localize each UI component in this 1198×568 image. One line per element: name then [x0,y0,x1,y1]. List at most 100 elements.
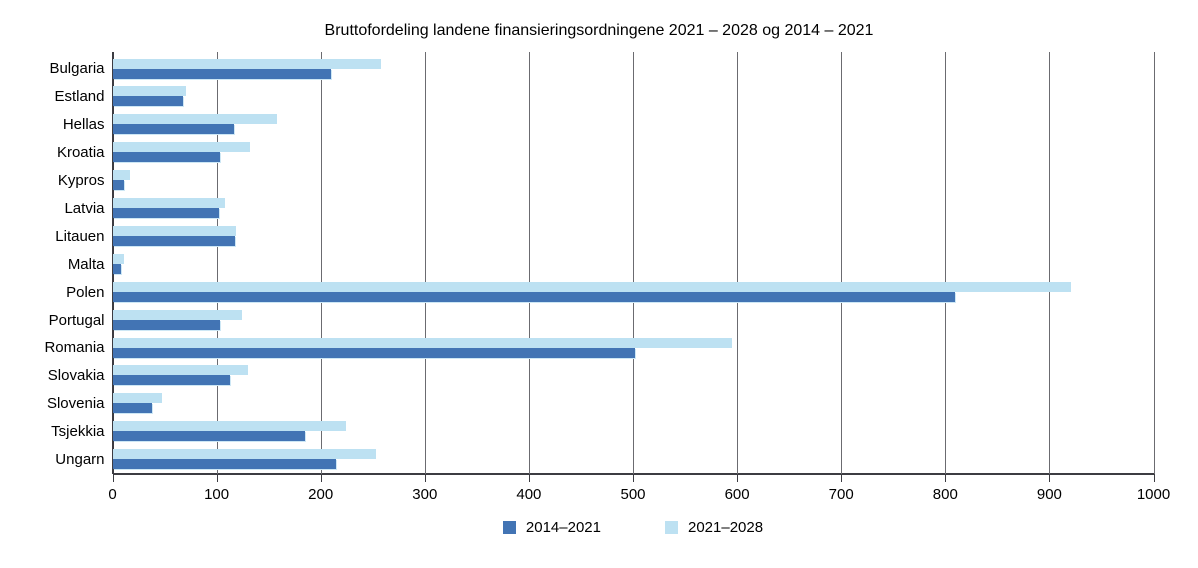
x-axis-tick-label-400: 400 [516,485,542,503]
x-axis-tick-label-900: 900 [1036,485,1062,503]
bar-portugal-2014-2021 [112,319,220,330]
gridline-x-100 [216,52,218,474]
x-axis-tick-900 [1049,473,1051,482]
category-label-litauen: Litauen [55,227,105,245]
category-label-estland: Estland [54,88,105,106]
bar-bulgaria-2014-2021 [112,68,332,79]
x-axis-tick-100 [216,473,218,482]
bar-kroatia-2014-2021 [112,152,220,163]
category-row-slovenia: Slovenia [47,390,1154,418]
x-axis-tick-label-0: 0 [108,485,117,503]
bar-estland-2021-2028 [112,86,187,97]
x-axis-tick-1000 [1153,473,1155,482]
x-axis-tick-400 [528,473,530,482]
legend: 2014–2021 2021–2028 [113,519,1154,536]
x-axis-tick-700 [841,473,843,482]
gridline-x-600 [737,52,739,474]
bar-romania-2014-2021 [112,347,636,358]
x-axis-tick-label-100: 100 [204,485,230,503]
category-row-polen: Polen [66,278,1154,306]
bar-tsjekkia-2021-2028 [112,421,346,432]
bar-slovakia-2014-2021 [112,375,231,386]
bar-slovenia-2021-2028 [112,393,163,404]
category-label-hellas: Hellas [62,116,105,134]
x-axis-tick-label-200: 200 [308,485,334,503]
chart-title: Bruttofordeling landene finansieringsord… [324,22,874,39]
bar-kypros-2021-2028 [112,170,131,181]
bar-estland-2014-2021 [112,96,184,107]
bar-slovenia-2014-2021 [112,403,153,414]
category-label-portugal: Portugal [48,311,105,329]
bar-polen-2021-2028 [112,281,1072,292]
category-row-kypros: Kypros [58,167,1154,195]
x-axis-tick-label-500: 500 [620,485,646,503]
x-axis-tick-label-600: 600 [724,485,750,503]
category-row-kroatia: Kroatia [57,139,1154,167]
bar-hellas-2014-2021 [112,124,235,135]
legend-item-2014-2021: 2014–2021 [502,519,601,536]
category-label-romania: Romania [44,339,105,357]
bar-ungarn-2014-2021 [112,459,337,470]
category-row-bulgaria: Bulgaria [49,55,1154,83]
x-axis-tick-0 [112,473,114,482]
category-row-tsjekkia: Tsjekkia [51,418,1154,446]
category-label-kypros: Kypros [57,172,105,190]
plot-area: 0 100 200 300 400 500 600 700 800 900 1000 Bulgaria… [44,52,1170,503]
bar-slovakia-2021-2028 [112,365,248,376]
x-axis-tick-label-800: 800 [932,485,958,503]
x-axis-tick-label-300: 300 [412,485,438,503]
category-row-slovakia: Slovakia [48,362,1154,390]
bar-litauen-2021-2028 [112,225,237,236]
x-axis-tick-label-700: 700 [828,485,854,503]
bar-tsjekkia-2014-2021 [112,431,306,442]
category-label-slovenia: Slovenia [46,395,105,413]
bar-malta-2014-2021 [112,263,121,274]
bar-latvia-2014-2021 [112,208,219,219]
category-label-bulgaria: Bulgaria [49,60,105,78]
category-label-tsjekkia: Tsjekkia [51,423,105,441]
category-row-malta: Malta [68,250,1154,278]
bar-latvia-2021-2028 [112,198,225,209]
bar-litauen-2014-2021 [112,235,236,246]
category-label-polen: Polen [66,283,105,301]
category-label-ungarn: Ungarn [55,451,105,469]
legend-swatch-2021-2028 [665,521,678,534]
category-row-litauen: Litauen [55,222,1154,250]
gridline-x-300 [424,52,426,474]
x-axis-tick-200 [320,473,322,482]
gridline-x-1000 [1153,52,1155,474]
category-row-latvia: Latvia [64,195,1154,223]
bar-polen-2014-2021 [112,291,955,302]
category-row-portugal: Portugal [49,306,1154,334]
category-label-slovakia: Slovakia [47,367,105,385]
bar-romania-2021-2028 [112,337,732,348]
bar-kypros-2014-2021 [112,180,125,191]
x-axis-tick-label-1000: 1000 [1136,485,1171,503]
category-label-malta: Malta [67,255,105,273]
bar-portugal-2021-2028 [112,309,242,320]
legend-label-2014-2021: 2014–2021 [525,519,601,536]
bar-ungarn-2021-2028 [112,449,376,460]
x-axis-tick-300 [424,473,426,482]
x-axis-tick-600 [737,473,739,482]
gridline-x-500 [633,52,634,474]
bar-kroatia-2021-2028 [112,142,250,153]
gridline-x-400 [528,52,530,474]
bar-bulgaria-2021-2028 [112,58,382,69]
legend-label-2021-2028: 2021–2028 [688,519,764,536]
x-axis-tick-500 [633,473,634,482]
gridline-x-200 [320,52,322,474]
bar-hellas-2021-2028 [112,114,277,125]
legend-swatch-2014-2021 [502,521,516,534]
category-row-romania: Romania [44,334,1154,362]
category-row-estland: Estland [54,83,1154,111]
category-row-hellas: Hellas [63,111,1154,139]
bar-malta-2021-2028 [112,253,124,264]
category-label-latvia: Latvia [64,199,105,217]
gridline-x-900 [1049,52,1051,474]
category-label-kroatia: Kroatia [56,144,105,162]
x-axis-tick-800 [945,473,947,482]
legend-item-2021-2028: 2021–2028 [665,519,763,536]
gridline-x-800 [945,52,947,474]
